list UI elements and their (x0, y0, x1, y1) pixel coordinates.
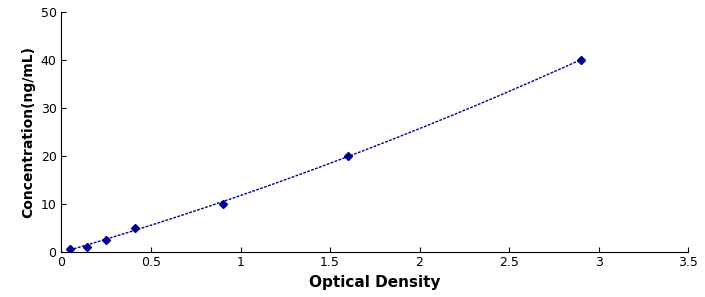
Y-axis label: Concentration(ng/mL): Concentration(ng/mL) (21, 46, 35, 218)
X-axis label: Optical Density: Optical Density (309, 275, 441, 290)
